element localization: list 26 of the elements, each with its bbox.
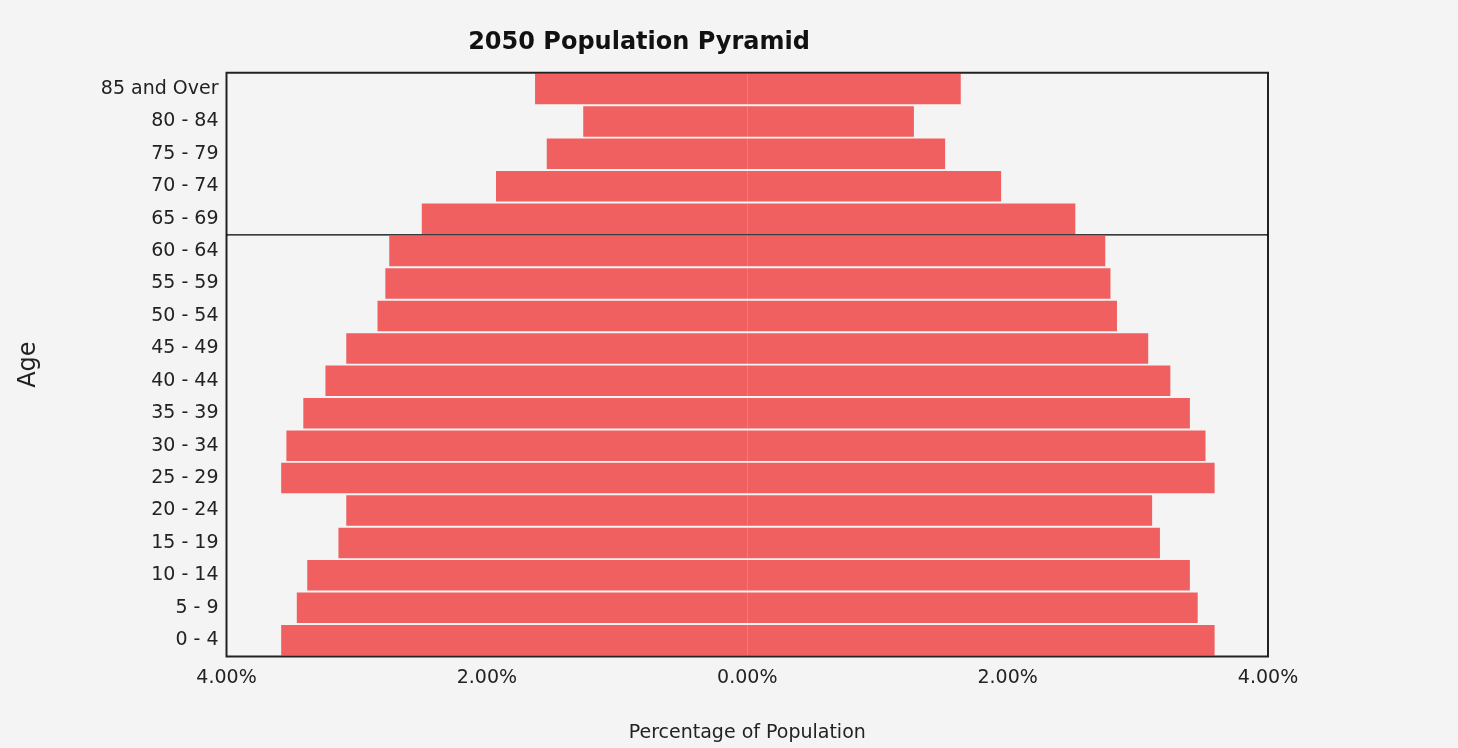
x-axis-title: Percentage of Population	[628, 719, 866, 742]
y-tick-label: 15 - 19	[151, 529, 219, 552]
y-tick-label: 65 - 69	[151, 205, 219, 228]
y-tick-label: 25 - 29	[151, 465, 219, 488]
y-tick-label: 75 - 79	[151, 140, 219, 163]
x-tick-label: 4.00%	[196, 664, 257, 687]
chart-title: 2050 Population Pyramid	[468, 26, 810, 55]
y-tick-label: 40 - 44	[151, 367, 219, 390]
x-tick-label: 4.00%	[1237, 664, 1299, 687]
y-tick-label: 55 - 59	[151, 270, 219, 293]
y-tick-label: 30 - 34	[151, 432, 219, 455]
y-tick-label: 10 - 14	[151, 562, 219, 585]
x-tick-label: 0.00%	[717, 664, 778, 687]
y-tick-label: 50 - 54	[151, 302, 219, 325]
y-axis-title: Age	[12, 341, 41, 388]
y-tick-label: 60 - 64	[151, 238, 219, 261]
y-tick-label: 0 - 4	[175, 627, 219, 650]
y-tick-label: 85 and Over	[100, 75, 219, 98]
x-tick-label: 2.00%	[456, 664, 518, 687]
y-tick-label: 5 - 9	[175, 594, 219, 617]
y-tick-label: 80 - 84	[151, 108, 219, 131]
y-tick-label: 45 - 49	[151, 335, 219, 358]
y-tick-label: 35 - 39	[151, 400, 219, 423]
x-tick-label: 2.00%	[977, 664, 1038, 687]
y-tick-label: 70 - 74	[151, 173, 219, 196]
y-tick-label: 20 - 24	[151, 497, 219, 520]
